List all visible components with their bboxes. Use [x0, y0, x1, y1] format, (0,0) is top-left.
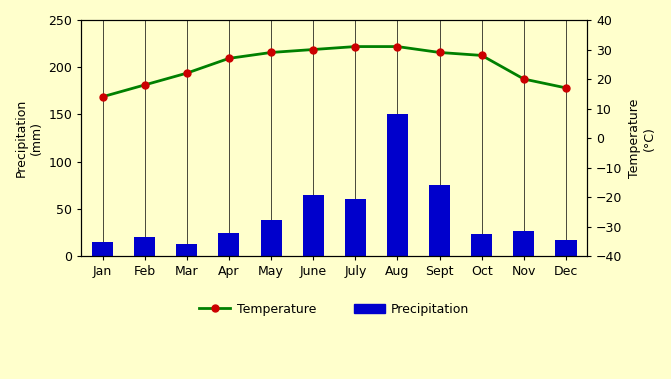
- Y-axis label: Precipitation
(mm): Precipitation (mm): [15, 99, 43, 177]
- Bar: [260, 220, 282, 256]
- Bar: [387, 114, 408, 256]
- Bar: [556, 240, 576, 256]
- Bar: [92, 242, 113, 256]
- Bar: [471, 235, 493, 256]
- Bar: [345, 199, 366, 256]
- Bar: [513, 231, 534, 256]
- Bar: [218, 233, 240, 256]
- Bar: [429, 185, 450, 256]
- Bar: [134, 237, 155, 256]
- Legend: Temperature, Precipitation: Temperature, Precipitation: [194, 298, 474, 321]
- Y-axis label: Temperature
(°C): Temperature (°C): [628, 99, 656, 178]
- Bar: [176, 244, 197, 256]
- Bar: [303, 195, 323, 256]
